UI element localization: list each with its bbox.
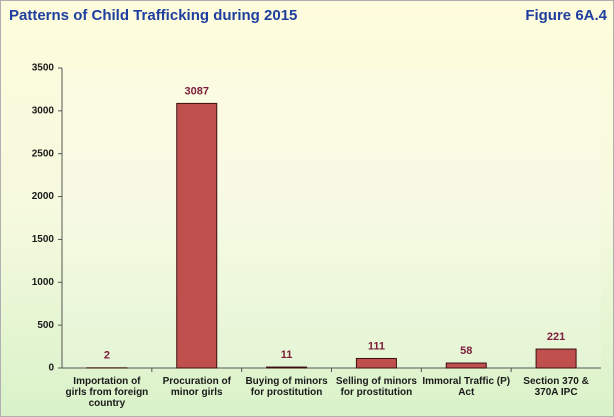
bar — [355, 357, 397, 369]
y-tick-label: 500 — [37, 320, 54, 331]
data-label: 11 — [281, 349, 293, 361]
data-label: 58 — [460, 345, 472, 357]
data-label: 111 — [368, 340, 385, 352]
y-tick-label: 1000 — [32, 277, 55, 288]
bar — [445, 362, 487, 369]
bar — [266, 366, 308, 369]
y-tick-label: 2500 — [32, 148, 55, 159]
y-tick-label: 0 — [48, 363, 54, 374]
y-tick-label: 3000 — [32, 105, 55, 116]
x-tick-label: Importation of girls from foreign countr… — [65, 376, 149, 409]
bar — [535, 348, 577, 369]
x-tick-label: Procuration of minor girls — [162, 376, 231, 398]
plot-area — [62, 68, 601, 368]
data-label: 221 — [547, 331, 565, 343]
x-tick-label: Section 370 & 370A IPC — [523, 376, 589, 398]
figure-label: Figure 6A.4 — [525, 7, 607, 24]
data-label: 2 — [104, 350, 110, 362]
data-label: 3087 — [185, 85, 209, 97]
y-tick-label: 2000 — [32, 191, 55, 202]
bar — [176, 102, 218, 369]
x-tick-label: Selling of minors for prostitution — [335, 376, 417, 398]
x-tick-label: Immoral Traffic (P) Act — [422, 376, 511, 398]
chart-title: Patterns of Child Trafficking during 201… — [9, 7, 298, 24]
x-tick-label: Buying of minors for prostitution — [245, 376, 328, 398]
y-tick-label: 1500 — [32, 234, 55, 245]
y-tick-label: 3500 — [32, 63, 55, 74]
